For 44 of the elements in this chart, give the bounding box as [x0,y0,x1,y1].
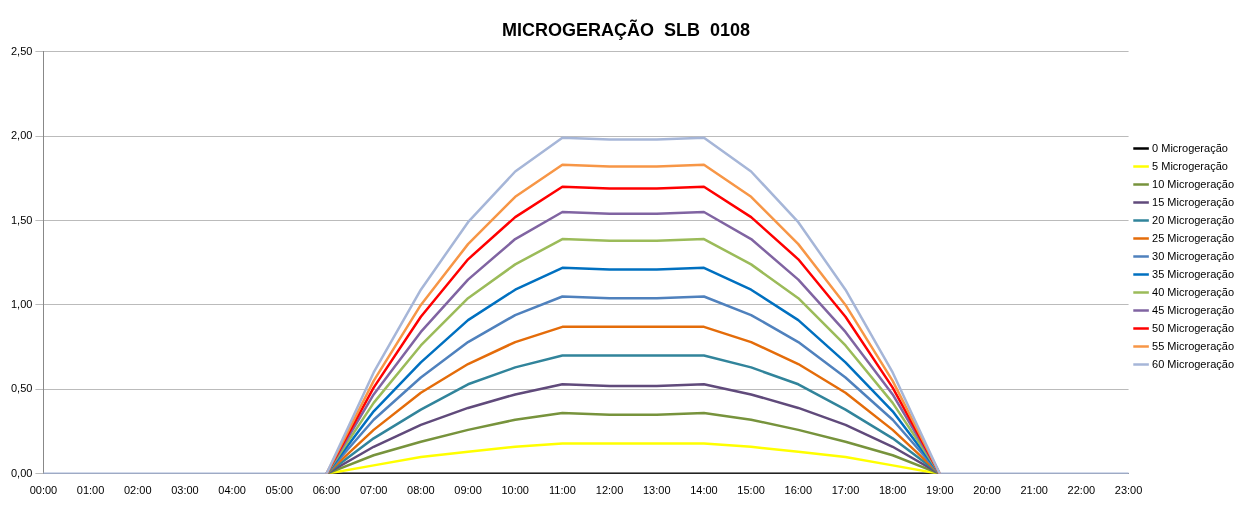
x-tick-label: 19:00 [926,484,954,497]
x-tick-label: 01:00 [76,484,105,497]
legend-label: 0 Microgeração [1152,141,1228,154]
legend-label: 35 Microgeração [1152,267,1235,280]
y-tick-label: 2,50 [10,44,33,57]
y-tick-label: 1,00 [10,297,33,310]
legend-label: 45 Microgeração [1152,303,1235,316]
x-tick-label: 08:00 [407,484,435,497]
x-tick-label: 14:00 [690,484,718,497]
x-tick-label: 00:00 [29,484,58,497]
y-tick-label: 0,00 [10,466,33,479]
x-tick-label: 13:00 [642,484,671,497]
legend-label: 10 Microgeração [1152,177,1235,190]
y-tick-label: 1,50 [10,213,33,226]
legend-label: 5 Microgeração [1152,159,1228,172]
x-tick-label: 15:00 [737,484,765,497]
legend-label: 55 Microgeração [1152,339,1235,352]
x-tick-label: 20:00 [973,484,1001,497]
x-tick-label: 04:00 [218,484,246,497]
x-tick-label: 10:00 [501,484,529,497]
legend-label: 40 Microgeração [1152,285,1235,298]
legend-label: 15 Microgeração [1152,195,1235,208]
x-tick-label: 02:00 [124,484,152,497]
legend-label: 20 Microgeração [1152,213,1235,226]
x-tick-label: 17:00 [831,484,860,497]
x-tick-label: 06:00 [312,484,341,497]
x-tick-label: 12:00 [595,484,624,497]
x-tick-label: 03:00 [171,484,199,497]
legend-label: 60 Microgeração [1152,357,1235,370]
x-tick-label: 22:00 [1067,484,1096,497]
y-tick-label: 2,00 [10,129,33,142]
x-tick-label: 09:00 [454,484,482,497]
x-tick-label: 11:00 [549,484,576,497]
x-tick-label: 07:00 [359,484,388,497]
y-tick-label: 0,50 [10,382,33,395]
x-tick-label: 18:00 [878,484,907,497]
legend-label: 50 Microgeração [1152,321,1235,334]
legend-label: 30 Microgeração [1152,249,1235,262]
x-tick-label: 05:00 [265,484,294,497]
legend-label: 25 Microgeração [1152,231,1235,244]
x-tick-label: 23:00 [1114,484,1143,497]
x-tick-label: 21:00 [1020,484,1048,497]
chart-title: MICROGERAÇÃO SLB 0108 [501,18,751,40]
x-tick-label: 16:00 [784,484,813,497]
